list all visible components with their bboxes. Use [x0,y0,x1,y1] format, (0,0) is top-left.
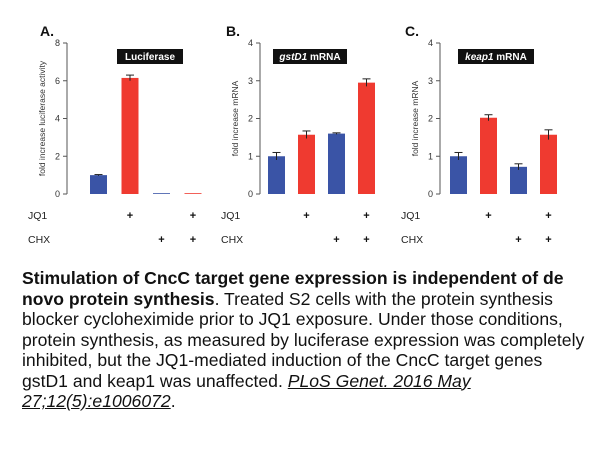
chx-row-label: CHX [221,234,243,246]
title-box [117,49,183,64]
chart-title-part: keap1 [465,52,494,63]
caption-end: . [170,391,176,411]
y-axis-label: fold increase luciferase activity [37,60,47,176]
figure-caption: Stimulation of CncC target gene expressi… [22,268,592,412]
chx-plus-mark: + [190,234,196,246]
y-axis-label: fold increase mRNA [230,80,240,156]
jq1-row-label: JQ1 [221,210,240,222]
y-tick-label: 0 [55,189,60,199]
chx-plus-mark: + [333,234,339,246]
bar-3 [510,166,527,194]
chart-title: Luciferase [125,52,175,63]
jq1-row-label: JQ1 [401,210,420,222]
chart-panel-2: B. 0 1 2 3 4 fold increase mRNA gstD1 mRNA + + + + J… [221,23,375,246]
chx-plus-mark: + [515,234,521,246]
bar-2 [121,77,139,194]
jq1-plus-mark: + [190,210,196,222]
chart-title-part: Luciferase [125,52,175,63]
y-tick-label: 6 [55,76,60,86]
jq1-plus-mark: + [303,210,309,222]
bar-4 [540,134,557,194]
chx-plus-mark: + [545,234,551,246]
y-tick-label: 2 [248,114,253,124]
y-tick-label: 4 [55,114,60,124]
y-tick-label: 1 [248,151,253,161]
y-tick-label: 3 [428,76,433,86]
bar-2 [480,117,497,194]
caption-body: . Treated S2 cells with the protein synt… [22,288,585,391]
bar-4 [184,193,202,194]
y-tick-label: 0 [248,189,253,199]
y-tick-label: 2 [55,151,60,161]
figure-panels: A. 0 2 4 6 8 fold increase luciferase activity… [28,23,557,246]
bar-2 [298,134,315,194]
jq1-plus-mark: + [127,210,133,222]
chart-title-part: mRNA [494,52,527,63]
chx-plus-mark: + [158,234,164,246]
caption-citation-link[interactable]: PLoS Genet. 2016 May 27;12(5):e1006072 [22,370,471,412]
y-tick-label: 4 [248,38,253,48]
chart-title-part: mRNA [307,52,340,63]
chx-row-label: CHX [28,234,50,246]
chart-title: keap1 mRNA [465,52,527,63]
jq1-plus-mark: + [545,210,551,222]
jq1-plus-mark: + [485,210,491,222]
y-axis-label: fold increase mRNA [410,80,420,156]
bar-1 [268,156,285,194]
title-box [458,49,534,64]
y-tick-label: 1 [428,151,433,161]
bar-3 [328,133,345,194]
bar-1 [90,175,107,194]
bar-3 [153,193,170,194]
panel-label: B. [226,23,240,39]
panel-label: C. [405,23,419,39]
y-tick-label: 2 [428,114,433,124]
panel-label: A. [40,23,54,39]
chx-row-label: CHX [401,234,423,246]
y-tick-label: 0 [428,189,433,199]
chart-panel-1: A. 0 2 4 6 8 fold increase luciferase activity… [28,23,202,246]
title-box [273,49,347,64]
bar-4 [358,82,375,194]
y-tick-label: 8 [55,38,60,48]
chart-title-part: gstD1 [278,52,307,63]
chx-plus-mark: + [363,234,369,246]
y-tick-label: 3 [248,76,253,86]
jq1-row-label: JQ1 [28,210,47,222]
chart-panel-3: C. 0 1 2 3 4 fold increase mRNA keap1 mRNA + + + + J… [401,23,557,246]
caption-title: Stimulation of CncC target gene expressi… [22,268,564,309]
jq1-plus-mark: + [363,210,369,222]
chart-title: gstD1 mRNA [278,52,340,63]
y-tick-label: 4 [428,38,433,48]
bar-1 [450,156,467,194]
